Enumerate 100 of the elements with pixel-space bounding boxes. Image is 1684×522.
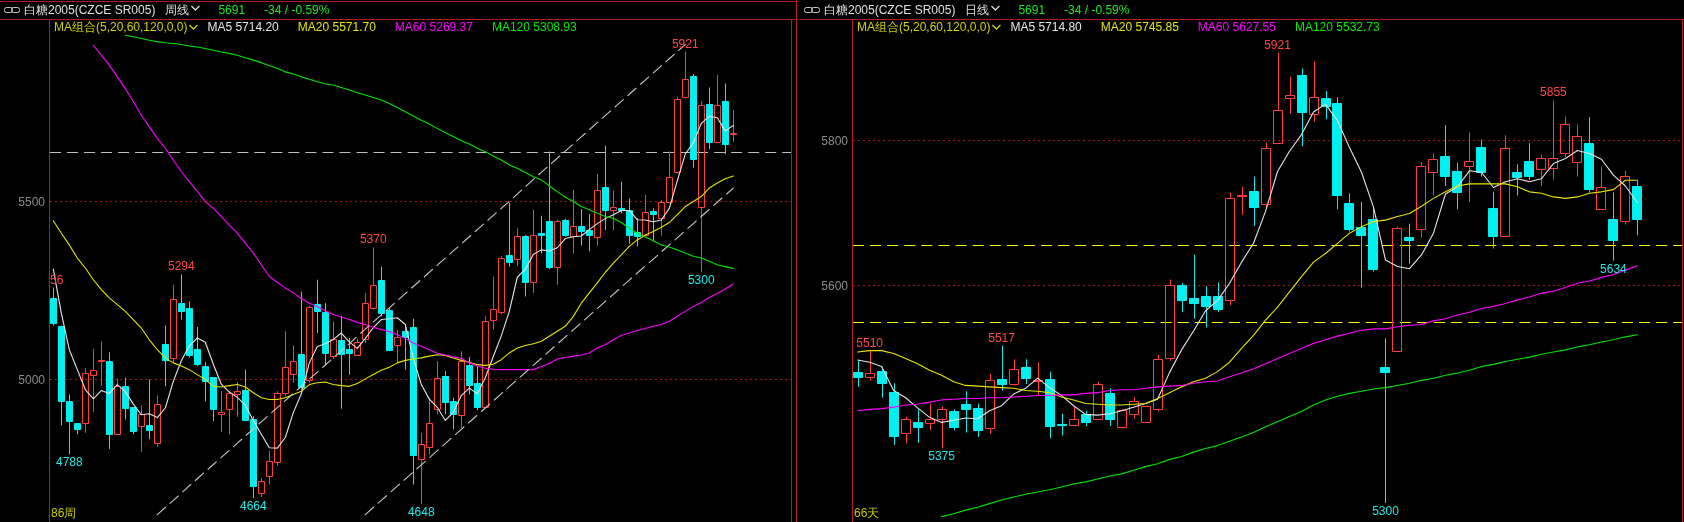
candlestick <box>674 96 681 174</box>
annotation: 56 <box>50 272 64 287</box>
text: MA20 5571.70 <box>297 20 377 34</box>
candlestick <box>1548 99 1558 181</box>
text: MA60 5269.37 <box>394 20 474 34</box>
candlestick <box>106 351 113 450</box>
candlestick <box>973 403 983 438</box>
candlestick <box>594 173 601 247</box>
candlestick <box>1177 282 1187 313</box>
candlestick <box>602 145 609 231</box>
candlestick <box>1392 226 1402 353</box>
candlestick <box>730 109 737 143</box>
line-series <box>52 175 734 401</box>
candlestick <box>1572 123 1582 178</box>
legend-title: MA组合(5,20,60,120,0,0) <box>54 20 188 34</box>
candlestick <box>714 74 721 144</box>
candlestick <box>354 338 361 356</box>
annotation: 4648 <box>407 504 435 519</box>
candlestick <box>306 305 313 384</box>
text: -34 / -0.59% <box>1064 3 1130 17</box>
annotation: 5921 <box>1264 37 1292 52</box>
candlestick <box>1057 413 1067 436</box>
text: MA120 5532.73 <box>1294 20 1380 34</box>
legend-title: MA组合(5,20,60,120,0,0) <box>857 20 991 34</box>
candlestick <box>1344 192 1354 233</box>
candlestick <box>562 218 569 238</box>
text: MA5 5714.20 <box>207 20 280 34</box>
annotation: 5855 <box>1540 85 1568 100</box>
candlestick <box>853 360 863 388</box>
line-series <box>857 179 1638 406</box>
candlestick <box>74 422 81 435</box>
candlestick <box>961 390 971 434</box>
candlestick <box>1297 68 1307 147</box>
annotation: 5294 <box>167 259 195 274</box>
chart-title: 白糖2005(CZCE SR005) <box>24 3 156 17</box>
line-series <box>52 115 734 449</box>
candlestick <box>154 395 161 448</box>
candlestick <box>1464 131 1474 203</box>
chart-subtitle: 日线 <box>965 3 990 17</box>
candlestick <box>1428 152 1438 196</box>
candlestick <box>706 87 713 150</box>
text: -34 / -0.59% <box>264 3 330 17</box>
chart-title: 白糖2005(CZCE SR005) <box>824 3 956 17</box>
candlestick <box>913 408 923 444</box>
candlestick <box>1237 186 1247 216</box>
annotation: 5921 <box>671 36 699 51</box>
candlestick <box>330 320 337 360</box>
candlestick <box>682 51 689 100</box>
candlestick <box>1081 410 1091 427</box>
candlestick <box>1309 60 1319 123</box>
text: 5691 <box>218 3 246 17</box>
candlestick <box>1165 279 1175 362</box>
annotation: 5370 <box>359 232 387 247</box>
chart-subtitle: 周线 <box>165 3 190 17</box>
y-tick-label: 5600 <box>821 278 849 293</box>
candlestick <box>570 189 577 254</box>
candlestick <box>1093 381 1103 421</box>
candlestick <box>434 360 441 415</box>
candlestick <box>1249 176 1259 227</box>
candlestick <box>514 227 521 267</box>
candlestick <box>690 73 697 168</box>
candlestick <box>1608 192 1618 262</box>
candlestick <box>554 219 561 286</box>
candlestick <box>298 290 305 391</box>
candlestick <box>1021 358 1031 385</box>
candlestick <box>901 416 911 444</box>
candlestick <box>218 390 225 433</box>
annotation: 5517 <box>988 330 1016 345</box>
line-series <box>857 103 1638 423</box>
candlestick <box>138 405 145 453</box>
text: 5691 <box>1018 3 1046 17</box>
candlestick <box>1416 161 1426 239</box>
candlestick <box>1213 281 1223 313</box>
candlestick <box>1225 192 1235 306</box>
candlestick <box>506 202 513 268</box>
candlestick <box>98 340 105 387</box>
candlestick <box>226 390 233 435</box>
annotation: 86周 <box>51 506 77 520</box>
candlestick <box>322 302 329 366</box>
candlestick <box>394 329 401 364</box>
candlestick <box>1524 142 1534 181</box>
candlestick <box>722 83 729 155</box>
candlestick <box>170 284 177 363</box>
candlestick <box>1380 337 1390 504</box>
candlestick <box>1596 165 1606 210</box>
y-tick-label: 5500 <box>18 194 46 209</box>
candlestick <box>1500 134 1510 237</box>
candlestick <box>1285 76 1295 115</box>
candlestick <box>1488 191 1498 249</box>
candlestick <box>642 194 649 237</box>
annotation: 66天 <box>854 506 880 520</box>
line-series <box>124 34 734 269</box>
candlestick <box>146 379 153 440</box>
candlestick <box>1560 115 1570 158</box>
annotation: 5510 <box>856 335 884 350</box>
text: MA120 5308.93 <box>491 20 577 34</box>
candlestick <box>1117 408 1127 428</box>
candlestick <box>50 287 57 327</box>
annotation: 4664 <box>239 499 267 514</box>
candlestick <box>610 190 617 231</box>
